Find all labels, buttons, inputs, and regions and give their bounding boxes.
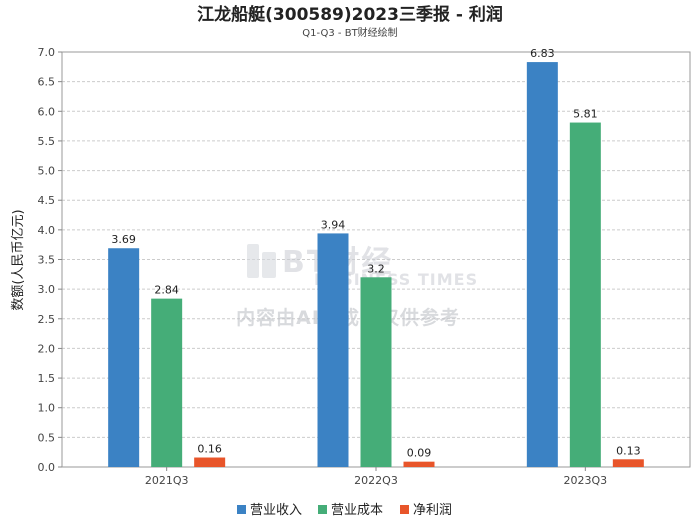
legend-label: 营业收入: [250, 503, 302, 518]
data-label: 5.81: [573, 108, 598, 121]
x-axis: 2021Q3 2022Q3 2023Q3: [145, 467, 607, 487]
data-label: 6.83: [530, 47, 555, 60]
y-tick-label: 4.0: [38, 224, 56, 237]
y-tick-label: 4.5: [38, 194, 56, 207]
watermark: BT财经 BUSINESS TIMES 内容由AI生成，仅供参考: [236, 244, 478, 329]
data-label: 0.09: [407, 447, 432, 460]
bar-2021Q3-营业成本: [151, 298, 183, 467]
y-tick-label: 1.5: [38, 372, 56, 385]
bars: [108, 62, 644, 468]
x-tick-label: 2022Q3: [354, 474, 398, 487]
chart-title: 江龙船艇(300589)2023三季报 - 利润: [197, 4, 503, 25]
bar-2021Q3-营业收入: [108, 248, 140, 467]
data-label: 0.13: [616, 444, 641, 457]
y-tick-label: 6.0: [38, 105, 56, 118]
bar-2022Q3-净利润: [403, 461, 435, 467]
chart-subtitle: Q1-Q3 - BT财经绘制: [302, 26, 397, 39]
y-tick-label: 7.0: [38, 46, 56, 59]
bar-2023Q3-营业收入: [526, 62, 558, 467]
legend-swatch: [237, 505, 246, 514]
data-label: 3.94: [321, 218, 346, 231]
watermark-logo-icon-part: [262, 252, 276, 278]
watermark-logo-icon: [247, 244, 259, 278]
y-axis-label: 数额(人民币亿元): [11, 209, 26, 310]
x-tick-label: 2021Q3: [145, 474, 189, 487]
y-tick-label: 2.0: [38, 342, 56, 355]
data-label: 0.16: [197, 443, 222, 456]
data-label: 2.84: [154, 284, 179, 297]
y-axis: 0.0 0.5 1.0 1.5 2.0 2.5 3.0 3.5 4.0 4.5 5.0 5.5 6.0 6…: [38, 46, 62, 474]
bar-2022Q3-营业收入: [317, 233, 349, 467]
data-label: 3.69: [111, 233, 136, 246]
y-tick-label: 2.5: [38, 313, 56, 326]
y-tick-label: 0.0: [38, 461, 56, 474]
y-tick-label: 5.0: [38, 165, 56, 178]
x-tick-label: 2023Q3: [564, 474, 608, 487]
watermark-brand-en: BUSINESS TIMES: [314, 270, 478, 289]
data-labels: 3.69 2.84 0.16 3.94 3.2 0.09 6.83 5.81 0.13: [111, 47, 640, 460]
legend-swatch: [400, 505, 409, 514]
bar-2022Q3-营业成本: [360, 277, 392, 467]
y-tick-label: 1.0: [38, 402, 56, 415]
y-tick-label: 6.5: [38, 76, 56, 89]
y-tick-label: 3.0: [38, 283, 56, 296]
legend-swatch: [318, 505, 327, 514]
legend: 营业收入 营业成本 净利润: [237, 503, 452, 518]
data-label: 3.2: [367, 262, 385, 275]
bar-2023Q3-净利润: [612, 459, 644, 467]
y-tick-label: 5.5: [38, 135, 56, 148]
y-tick-label: 3.5: [38, 254, 56, 267]
legend-label: 营业成本: [331, 503, 383, 518]
bar-2021Q3-净利润: [194, 457, 226, 467]
y-tick-label: 0.5: [38, 431, 56, 444]
legend-label: 净利润: [413, 503, 452, 518]
bar-2023Q3-营业成本: [569, 122, 601, 468]
